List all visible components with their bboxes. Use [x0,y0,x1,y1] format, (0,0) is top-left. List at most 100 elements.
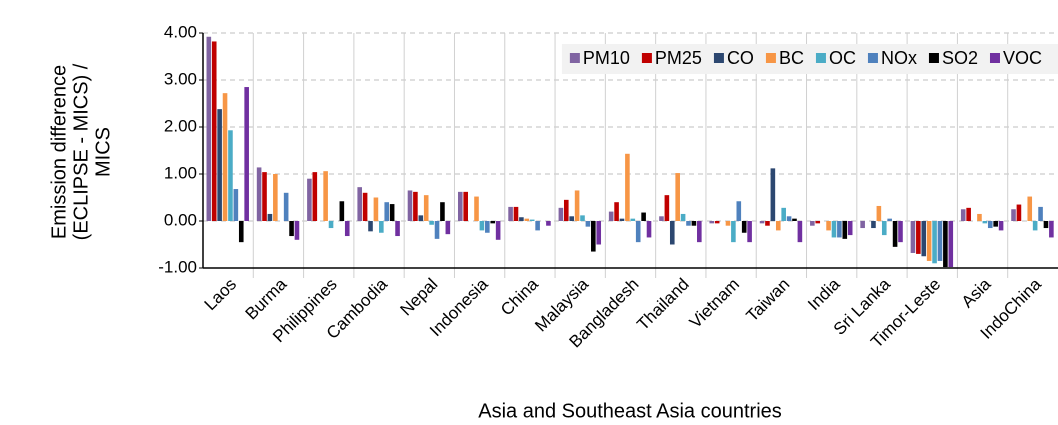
legend-label: PM25 [655,48,702,68]
bar [407,190,413,221]
bar [926,221,932,261]
bar [217,109,222,221]
bar [273,174,278,221]
bar [233,189,239,221]
x-tick-label: Nepal [396,275,441,320]
bar [524,218,530,221]
bar [837,221,842,238]
bar [1016,204,1022,221]
bar [831,221,837,238]
bar [680,213,686,221]
bar [267,213,273,221]
bar [892,221,898,247]
bar [932,221,937,264]
bar [635,221,641,243]
bar [697,221,702,243]
x-axis-label: Asia and Southeast Asia countries [478,400,782,422]
bar [479,221,485,231]
legend-label: CO [727,48,754,68]
y-axis-label-line: (ECLIPSE - MICS) / [70,63,92,240]
bar [786,216,792,221]
y-tick-label: 2.00 [164,116,197,135]
bar [485,221,490,233]
bar [440,202,445,221]
bar [741,221,747,233]
bar [389,204,395,221]
bar [256,167,262,221]
bar [921,221,927,257]
bar [998,221,1004,231]
bar [691,221,697,226]
bar [982,221,988,224]
bar [490,221,496,224]
bar [625,153,630,221]
bar [558,207,564,221]
x-tick-label: India [804,274,844,314]
bar [238,221,244,243]
bar [675,173,680,221]
bar [244,87,249,221]
bar [887,218,892,221]
bar [966,207,971,221]
bar [881,221,887,236]
bar [630,218,636,221]
bar [1011,209,1016,221]
y-tick-label: 3.00 [164,69,197,88]
bar [608,211,614,221]
bar [357,187,362,221]
bar [842,221,848,239]
bar [283,192,289,221]
y-tick-label: 0.00 [164,210,197,229]
bar [445,221,451,235]
bar [797,221,803,243]
legend-swatch [641,53,652,63]
bar [384,202,390,221]
bar [362,192,368,221]
bar [423,195,429,221]
y-tick-label: 4.00 [164,22,197,41]
bar [1043,221,1049,229]
bar [513,206,519,221]
bar [312,172,318,221]
bar [960,209,966,221]
bar [1049,221,1054,238]
bar [898,221,903,243]
bar [759,221,765,224]
bar [495,221,501,240]
bar [775,221,781,231]
bar [948,221,954,268]
legend-swatch [989,53,1000,63]
legend-swatch [815,53,826,63]
bar [847,221,853,236]
bar [222,93,228,221]
bar [413,191,418,221]
bar [664,195,670,221]
bar [569,216,574,221]
bar [546,221,551,226]
bar [395,221,400,237]
legend-label: BC [779,48,804,68]
y-axis-label-line: MICS [92,127,114,177]
y-tick-label: 1.00 [164,163,197,182]
bar [765,221,770,226]
bar [307,178,312,221]
bar [614,202,619,221]
bar [228,130,233,221]
y-axis-label: Emission difference (ECLIPSE - MICS) / M… [48,63,114,240]
bar [781,207,786,221]
bar [736,201,742,221]
bar [368,221,373,232]
legend-swatch [867,53,878,63]
bar [289,221,294,237]
legend-label: VOC [1003,48,1042,68]
bar [792,218,797,221]
bar [563,199,569,221]
x-tick-label: Laos [201,275,241,315]
x-tick-label: Taiwan [743,275,794,326]
bar [429,221,434,225]
bar [686,221,691,226]
bar [418,215,424,221]
bar [641,212,646,221]
bar [379,221,384,233]
